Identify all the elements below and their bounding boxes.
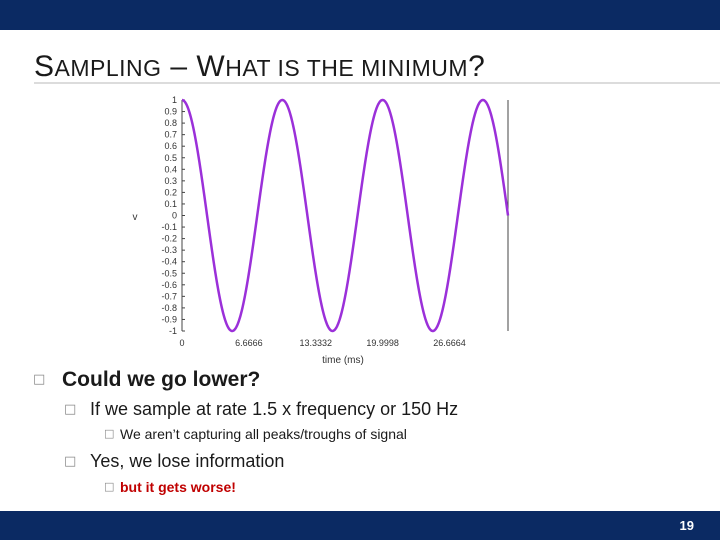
- plot-svg: 10.90.80.70.60.50.40.30.20.10-0.1-0.2-0.…: [133, 95, 510, 366]
- y-tick-label: -0.2: [161, 234, 177, 244]
- bullet-marker: □: [33, 372, 46, 387]
- y-tick-label: -1: [169, 326, 177, 336]
- title-words-minimum: HAT IS THE MINIMUM: [225, 55, 469, 81]
- y-tick-label: -0.7: [161, 291, 177, 301]
- x-tick-label: 26.6664: [433, 338, 466, 348]
- y-tick-label: -0.3: [161, 245, 177, 255]
- bullet-lose-information: Yes, we lose information: [90, 451, 285, 471]
- bullet-level2: □ If we sample at rate 1.5 x frequency o…: [64, 399, 459, 420]
- x-tick-label: 13.3332: [299, 338, 332, 348]
- y-tick-label: -0.5: [161, 268, 177, 278]
- slide-number: 19: [679, 518, 694, 533]
- y-tick-label: 0.3: [164, 176, 177, 186]
- y-tick-label: 0.7: [164, 130, 177, 140]
- y-tick-label: 0.8: [164, 118, 177, 128]
- y-tick-label: 1: [172, 95, 177, 105]
- bullet-marker: □: [64, 454, 77, 469]
- y-axis-label: v: [133, 212, 138, 223]
- bullet-level3: □ We aren’t capturing all peaks/troughs …: [104, 426, 407, 442]
- y-tick-label: 0.2: [164, 187, 177, 197]
- x-tick-label: 6.6666: [235, 338, 263, 348]
- bullet-level2: □ Yes, we lose information: [64, 451, 285, 472]
- bullet-level1: □ Could we go lower?: [33, 368, 261, 392]
- y-tick-label: -0.9: [161, 314, 177, 324]
- y-tick-label: -0.1: [161, 222, 177, 232]
- y-tick-label: -0.4: [161, 257, 177, 267]
- x-axis-label: time (ms): [322, 355, 364, 366]
- bullet-sample-rate: If we sample at rate 1.5 x frequency or …: [90, 399, 459, 419]
- bullet-could-we-go-lower: Could we go lower?: [62, 368, 261, 391]
- title-question-mark: ?: [468, 50, 486, 83]
- bullet-gets-worse: but it gets worse!: [120, 479, 236, 495]
- y-tick-label: -0.6: [161, 280, 177, 290]
- sine-wave-plot: 1 0.9 0.8 0.7 0.6 0.5 0.4 0.3 0.2 0.1 0 -0.1 -0.2 -0.…: [125, 95, 510, 370]
- y-tick-label: -0.8: [161, 303, 177, 313]
- bottom-banner: [0, 511, 720, 540]
- bullet-marker: □: [104, 427, 115, 440]
- slide-title: SAMPLING – WHAT IS THE MINIMUM?: [34, 50, 485, 84]
- bullet-marker: □: [104, 480, 115, 493]
- title-underline: [34, 82, 720, 84]
- title-word-sampling: AMPLING: [54, 55, 162, 81]
- y-tick-label: 0.5: [164, 153, 177, 163]
- top-banner: [0, 0, 720, 30]
- y-tick-label: 0.6: [164, 141, 177, 151]
- y-tick-label: 0: [172, 211, 177, 221]
- title-initial-s: S: [34, 50, 55, 83]
- signal-line: [181, 98, 510, 333]
- title-initial-w: W: [196, 50, 226, 83]
- y-tick-label: 0.4: [164, 164, 177, 174]
- bullet-peaks-troughs: We aren’t capturing all peaks/troughs of…: [120, 426, 407, 442]
- bullet-level3: □ but it gets worse!: [104, 479, 236, 495]
- y-tick-label: 0.1: [164, 199, 177, 209]
- x-tick-label: 19.9998: [366, 338, 399, 348]
- title-dash: –: [161, 50, 197, 83]
- x-tick-label: 0: [179, 338, 184, 348]
- bullet-marker: □: [64, 402, 77, 417]
- y-tick-label: 0.9: [164, 107, 177, 117]
